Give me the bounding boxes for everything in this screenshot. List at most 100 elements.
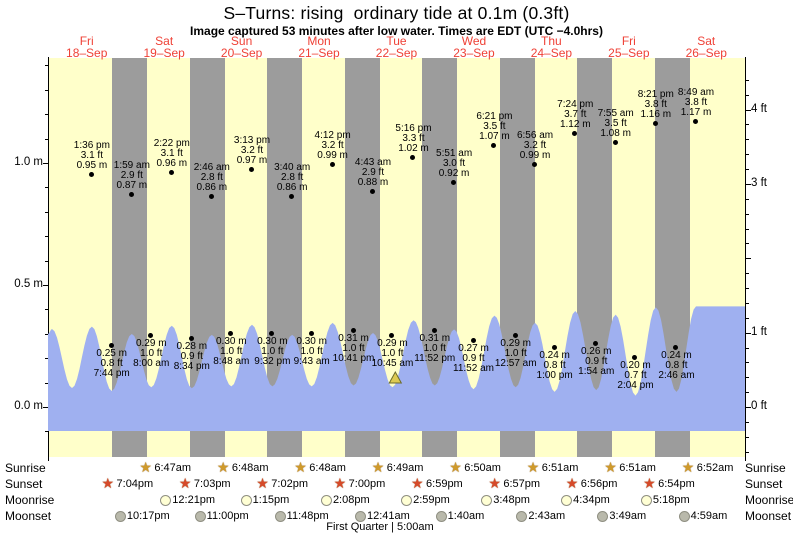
left-axis-tick	[45, 114, 48, 116]
tide-annotation-line: 0.28 m	[176, 340, 208, 352]
day-date: 21–Sep	[298, 45, 340, 60]
tide-annotation: 0.29 m 1.0 ft 10:45 am	[360, 339, 424, 369]
left-axis-tick	[45, 187, 48, 189]
right-axis-tick	[746, 273, 749, 275]
day-header: Fri 18–Sep	[49, 35, 125, 60]
tide-annotation-line: 3.8 ft	[644, 98, 667, 110]
moonrise-time: 5:18pm	[652, 494, 690, 506]
tide-point	[470, 338, 476, 344]
tide-annotation-line: 6:56 am	[516, 130, 554, 142]
tide-annotation-line: 2:46 am	[193, 162, 230, 174]
tide-annotation-line: 1.0 ft	[381, 348, 404, 360]
tide-annotation-line: 0.87 m	[116, 179, 148, 191]
left-axis-tick	[43, 285, 48, 286]
tide-annotation-line: 8:34 pm	[173, 360, 210, 372]
day-date: 24–Sep	[530, 45, 573, 60]
tide-point	[208, 194, 214, 200]
tide-point	[228, 330, 234, 336]
tide-annotation-line: 8:48 am	[213, 355, 250, 367]
left-axis-tick	[43, 163, 48, 164]
tide-annotation: 0.29 m 1.0 ft 8:00 am	[119, 339, 183, 369]
sunrise-time: 6:52am	[696, 462, 734, 474]
moonrise-icon	[481, 495, 493, 506]
left-axis-tick	[45, 65, 48, 67]
left-axis-label: 1.0 m	[14, 156, 43, 168]
day-name: Sat	[155, 34, 174, 48]
right-axis-tick	[746, 124, 749, 126]
tide-point	[168, 169, 174, 175]
moonrise-icon	[160, 495, 172, 506]
moonrise-icon	[561, 495, 573, 506]
right-axis-tick	[746, 407, 751, 408]
sunset-row-label-left: Sunset	[5, 477, 43, 491]
moonset-row-label-right: Moonset	[745, 509, 792, 523]
tide-annotation-line: 3.2 ft	[321, 140, 344, 152]
tide-annotation-line: 2.8 ft	[281, 172, 304, 184]
moonset-time: 10:17pm	[126, 510, 170, 522]
moonset-row-label-left: Moonset	[5, 509, 52, 523]
tide-annotation: 0.28 m 0.9 ft 8:34 pm	[160, 340, 224, 372]
tide-annotation-line: 2.9 ft	[120, 169, 143, 181]
day-date: 18–Sep	[66, 45, 108, 60]
right-axis-tick	[746, 451, 749, 453]
tide-annotation-line: 0.31 m	[419, 333, 451, 345]
tide-curve	[48, 306, 745, 431]
tide-annotation-line: 1.0 ft	[261, 345, 284, 357]
tide-area-fill	[48, 306, 745, 431]
sunset-time: 6:54pm	[658, 478, 695, 490]
tide-point	[108, 343, 114, 348]
right-axis-tick	[746, 169, 749, 170]
tide-annotation-line: 7:44 pm	[93, 368, 130, 379]
right-axis-tick	[746, 183, 751, 185]
day-header: Fri 25–Sep	[591, 35, 667, 59]
tide-annotation-line: 0.8 ft	[100, 358, 123, 369]
tide-annotation-line: 0.31 m	[338, 333, 369, 345]
left-axis-tick	[45, 309, 48, 311]
tide-annotation-line: 0.8 ft	[543, 360, 566, 372]
moonset-icon	[597, 511, 609, 522]
sunrise-icon: ★	[604, 459, 617, 475]
tide-annotation-line: 3.2 ft	[523, 140, 547, 152]
moonset-icon	[274, 511, 286, 522]
moonset-icon	[114, 511, 126, 522]
right-axis-tick	[746, 332, 751, 334]
moonrise-time: 2:59pm	[413, 494, 450, 506]
tide-annotation-line: 8:21 pm	[637, 88, 674, 100]
tide-annotation-line: 10:45 am	[371, 358, 414, 370]
sunrise-row-label-right: Sunrise	[745, 461, 786, 475]
sunset-icon: ★	[565, 475, 579, 491]
tide-annotation: 0.25 m 0.8 ft 7:44 pm	[80, 349, 144, 379]
tide-annotation-line: 5:16 pm	[395, 123, 432, 135]
sunrise-time: 6:47am	[154, 462, 192, 474]
tide-annotation: 0.26 m 0.9 ft 1:54 am	[564, 346, 628, 377]
sunset-icon: ★	[333, 475, 347, 491]
right-axis-tick	[746, 109, 751, 111]
sunrise-icon: ★	[294, 459, 307, 475]
left-axis-tick	[45, 333, 48, 335]
tide-point	[389, 333, 395, 339]
tide-annotation-line: 7:24 pm	[557, 98, 594, 110]
tide-annotation-line: 3.0 ft	[442, 157, 466, 169]
tide-annotation-line: 0.86 m	[196, 182, 228, 194]
right-axis-tick	[746, 392, 749, 394]
sunset-time: 7:00pm	[348, 478, 386, 490]
tide-annotation-line: 0.9 ft	[585, 355, 608, 367]
sunrise-time: 6:48am	[309, 462, 346, 474]
moonset-icon	[194, 511, 206, 522]
tide-annotation-line: 0.99 m	[519, 150, 551, 162]
moonset-icon	[678, 511, 690, 522]
day-name: Wed	[461, 34, 487, 48]
sunset-time: 7:03pm	[193, 478, 231, 490]
tide-annotation-line: 12:57 am	[494, 358, 537, 370]
tide-annotation-line: 5:51 am	[436, 147, 473, 159]
tide-annotation: 0.20 m 0.7 ft 2:04 pm	[603, 361, 667, 391]
day-header: Mon 21–Sep	[281, 35, 357, 60]
right-axis-tick	[746, 228, 749, 230]
tide-annotation-line: 2.9 ft	[361, 167, 385, 179]
sunrise-icon: ★	[371, 459, 385, 475]
tide-annotation: 6:56 am 3.2 ft 0.99 m	[503, 131, 567, 161]
sunrise-time: 6:51am	[541, 462, 579, 474]
tide-annotation-line: 3.8 ft	[684, 96, 708, 108]
tide-annotation-line: 1.0 ft	[300, 345, 323, 357]
